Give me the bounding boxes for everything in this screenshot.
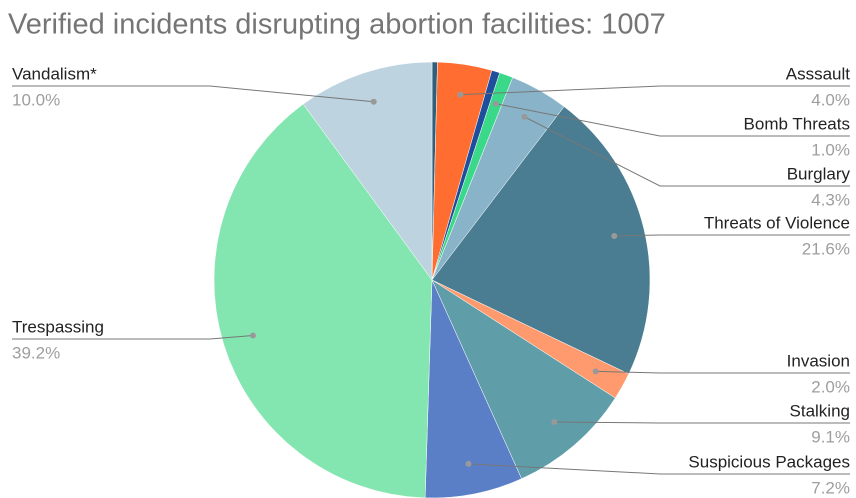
pie-slice — [431, 279, 616, 480]
leader-dot — [370, 98, 377, 105]
leader-line — [468, 463, 850, 475]
pie-slice — [213, 103, 433, 498]
leader-dot — [465, 460, 472, 467]
slice-value-label: 4.0% — [811, 90, 850, 109]
slice-value-label: 21.6% — [802, 239, 850, 258]
slice-label: Stalking — [790, 401, 850, 420]
leader-line — [554, 421, 850, 424]
leader-dot — [521, 113, 528, 120]
leader-line — [614, 234, 850, 237]
leader-line — [595, 370, 850, 374]
leader-dot — [611, 232, 618, 239]
slice-value-label: 7.2% — [811, 478, 850, 497]
slice-label: Burglary — [787, 164, 851, 183]
slice-value-label: 10.0% — [12, 90, 60, 109]
leader-line — [460, 85, 850, 96]
slice-value-label: 4.3% — [811, 190, 850, 209]
slice-label: Suspicious Packages — [688, 452, 850, 471]
leader-line — [495, 103, 850, 137]
slice-label: Vandalism* — [12, 64, 97, 83]
slice-label: Asssault — [786, 64, 851, 83]
leader-dot — [457, 91, 464, 98]
leader-dot — [592, 368, 599, 375]
slice-value-label: 39.2% — [12, 343, 60, 362]
chart-title: Verified incidents disrupting abortion f… — [8, 9, 666, 41]
leader-dot — [551, 419, 558, 426]
slice-label: Bomb Threats — [744, 114, 850, 133]
slice-label: Invasion — [787, 351, 850, 370]
leader-dot — [492, 100, 499, 107]
slice-value-label: 1.0% — [811, 140, 850, 159]
leader-line — [12, 334, 253, 340]
pie-slice — [431, 106, 651, 375]
slice-label: Threats of Violence — [704, 213, 850, 232]
slice-value-label: 2.0% — [811, 377, 850, 396]
pie-slice — [302, 61, 433, 281]
leader-line — [12, 85, 374, 103]
slice-value-label: 9.1% — [811, 427, 850, 446]
leader-line — [524, 116, 850, 187]
slice-label: Trespassing — [12, 317, 104, 336]
leader-dot — [249, 332, 256, 339]
